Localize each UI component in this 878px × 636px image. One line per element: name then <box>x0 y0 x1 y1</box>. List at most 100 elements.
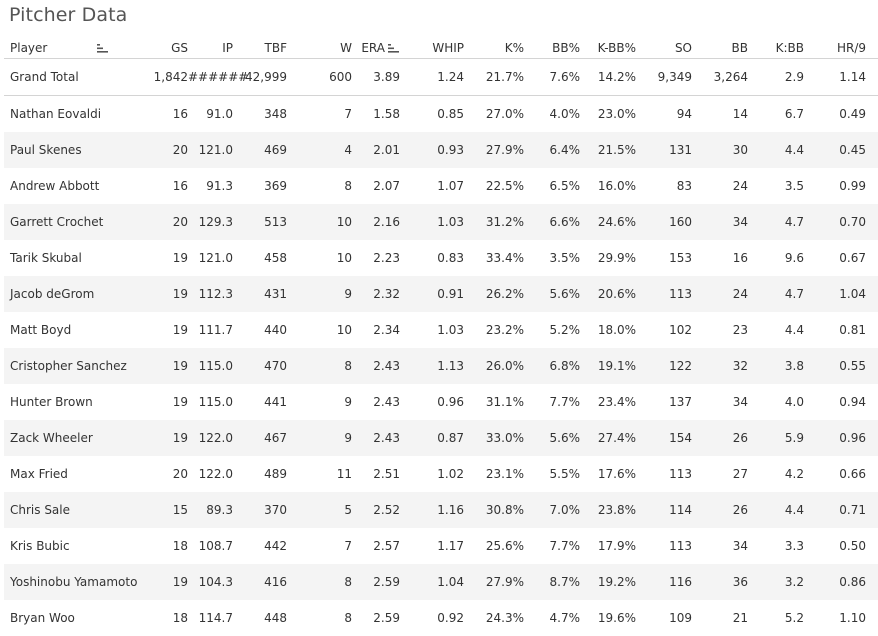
column-header-gs[interactable]: GS <box>148 38 188 59</box>
cell-hr9: 0.94 <box>839 395 866 409</box>
cell-hr9: 0.70 <box>812 204 878 240</box>
cell-k-pct: 25.6% <box>485 539 524 553</box>
table-row[interactable]: Garrett Crochet 20 129.3 513 10 2.16 1.03 31.2%… <box>4 204 878 240</box>
cell-whip: 0.83 <box>437 251 464 265</box>
cell-player: Chris Sale <box>4 492 148 528</box>
cell-k-bb: 4.0 <box>784 395 804 409</box>
column-header-player[interactable]: Player <box>4 38 148 59</box>
column-header-k-bb[interactable]: K:BB <box>752 38 812 59</box>
cell-bb: 21 <box>732 611 748 625</box>
cell-bb: 27 <box>732 467 748 481</box>
table-row[interactable]: Zack Wheeler 19 122.0 467 9 2.43 0.87 33.0% 5.6%… <box>4 420 878 456</box>
column-header-label: SO <box>674 41 692 55</box>
table-row[interactable]: Jacob deGrom 19 112.3 431 9 2.32 0.91 26.2% 5.6%… <box>4 276 878 312</box>
column-header-w[interactable]: W <box>300 38 356 59</box>
column-header-era[interactable]: ERA <box>356 38 400 59</box>
cell-tbf: 431 <box>244 276 300 312</box>
column-header-k-bb-pct[interactable]: K-BB% <box>580 38 636 59</box>
column-header-label: K-BB% <box>597 41 636 55</box>
cell-whip: 0.96 <box>437 395 464 409</box>
cell-gs: 1,842 <box>148 58 188 96</box>
cell-so: 94 <box>676 107 692 121</box>
table-row[interactable]: Chris Sale 15 89.3 370 5 2.52 1.16 30.8% 7.0% 23.… <box>4 492 878 528</box>
column-header-label: K% <box>504 41 524 55</box>
cell-gs: 18 <box>172 611 188 625</box>
cell-so: 102 <box>669 323 692 337</box>
cell-bb-pct: 5.6% <box>524 276 580 312</box>
cell-so: 116 <box>636 564 696 600</box>
cell-k-bb: 4.2 <box>784 467 804 481</box>
table-row[interactable]: Yoshinobu Yamamoto 19 104.3 416 8 2.59 1.04 27.… <box>4 564 878 600</box>
column-header-hr9[interactable]: HR/9 <box>812 38 878 59</box>
cell-hr9: 0.45 <box>812 132 878 168</box>
table-row[interactable]: Matt Boyd 19 111.7 440 10 2.34 1.03 23.2% 5.2% 18… <box>4 312 878 348</box>
table-row[interactable]: Kris Bubic 18 108.7 442 7 2.57 1.17 25.6% 7.7% 17… <box>4 528 878 564</box>
cell-player: Matt Boyd <box>10 323 72 337</box>
cell-k-bb-pct: 18.0% <box>597 323 636 337</box>
cell-k-pct: 23.1% <box>485 467 524 481</box>
cell-bb: 34 <box>732 395 748 409</box>
cell-so: 113 <box>669 539 692 553</box>
cell-player: Kris Bubic <box>10 539 70 553</box>
cell-bb: 30 <box>696 132 752 168</box>
column-header-bb[interactable]: BB <box>696 38 752 59</box>
sort-descending-icon[interactable] <box>97 43 109 53</box>
column-header-label: BB% <box>552 41 580 55</box>
cell-k-bb-pct: 23.0% <box>597 107 636 121</box>
cell-era: 2.43 <box>356 420 400 456</box>
table-row[interactable]: Cristopher Sanchez 19 115.0 470 8 2.43 1.13 26.… <box>4 348 878 384</box>
table-row[interactable]: Andrew Abbott 16 91.3 369 8 2.07 1.07 22.5% 6.5%… <box>4 168 878 204</box>
cell-bb-pct: 8.7% <box>524 564 580 600</box>
table-row[interactable]: Nathan Eovaldi 16 91.0 348 7 1.58 0.85 27.0% 4.0… <box>4 96 878 133</box>
cell-k-bb: 4.4 <box>752 132 812 168</box>
cell-k-pct: 26.0% <box>468 348 524 384</box>
cell-w: 7 <box>344 539 352 553</box>
cell-whip: 1.07 <box>437 179 464 193</box>
cell-w: 4 <box>300 132 356 168</box>
cell-whip: 0.87 <box>400 420 468 456</box>
cell-k-pct: 27.9% <box>468 132 524 168</box>
cell-k-bb: 4.4 <box>784 323 804 337</box>
column-header-ip[interactable]: IP <box>188 38 244 59</box>
cell-bb-pct: 6.4% <box>524 132 580 168</box>
cell-player: Paul Skenes <box>4 132 148 168</box>
cell-k-bb-pct: 21.5% <box>580 132 636 168</box>
column-header-so[interactable]: SO <box>636 38 696 59</box>
cell-so: 9,349 <box>636 58 696 96</box>
cell-player: Andrew Abbott <box>10 179 100 193</box>
cell-player: Cristopher Sanchez <box>4 348 148 384</box>
cell-w: 8 <box>300 564 356 600</box>
cell-hr9: 1.04 <box>812 276 878 312</box>
cell-k-pct: 33.0% <box>468 420 524 456</box>
table-row[interactable]: Paul Skenes 20 121.0 469 4 2.01 0.93 27.9% 6.4% 2… <box>4 132 878 168</box>
cell-hr9: 1.14 <box>812 58 878 96</box>
cell-k-bb: 3.3 <box>784 539 804 553</box>
cell-tbf: 369 <box>264 179 287 193</box>
column-header-label: TBF <box>264 41 287 55</box>
cell-bb-pct: 5.6% <box>524 420 580 456</box>
cell-tbf: 42,999 <box>244 58 300 96</box>
table-row[interactable]: Tarik Skubal 19 121.0 458 10 2.23 0.83 33.4% 3.5… <box>4 240 878 276</box>
column-header-label: ERA <box>361 41 385 55</box>
cell-bb-pct: 7.7% <box>549 395 581 409</box>
column-header-whip[interactable]: WHIP <box>400 38 468 59</box>
column-header-tbf[interactable]: TBF <box>244 38 300 59</box>
cell-k-bb-pct: 23.8% <box>580 492 636 528</box>
cell-k-pct: 31.1% <box>485 395 524 409</box>
column-header-label: BB <box>731 41 748 55</box>
cell-whip: 1.13 <box>400 348 468 384</box>
table-row[interactable]: Max Fried 20 122.0 489 11 2.51 1.02 23.1% 5.5% 17… <box>4 456 878 492</box>
cell-era: 2.59 <box>356 564 400 600</box>
cell-hr9: 0.50 <box>839 539 866 553</box>
sort-descending-icon[interactable] <box>388 43 400 53</box>
cell-tbf: 440 <box>264 323 287 337</box>
column-header-k-pct[interactable]: K% <box>468 38 524 59</box>
cell-whip: 1.02 <box>437 467 464 481</box>
table-row[interactable]: Hunter Brown 19 115.0 441 9 2.43 0.96 31.1% 7.7%… <box>4 384 878 420</box>
cell-hr9: 0.99 <box>839 179 866 193</box>
table-row[interactable]: Bryan Woo 18 114.7 448 8 2.59 0.92 24.3% 4.7% 19.… <box>4 600 878 636</box>
cell-k-bb: 4.4 <box>752 492 812 528</box>
column-header-bb-pct[interactable]: BB% <box>524 38 580 59</box>
cell-k-bb-pct: 29.9% <box>597 251 636 265</box>
cell-tbf: 441 <box>264 395 287 409</box>
